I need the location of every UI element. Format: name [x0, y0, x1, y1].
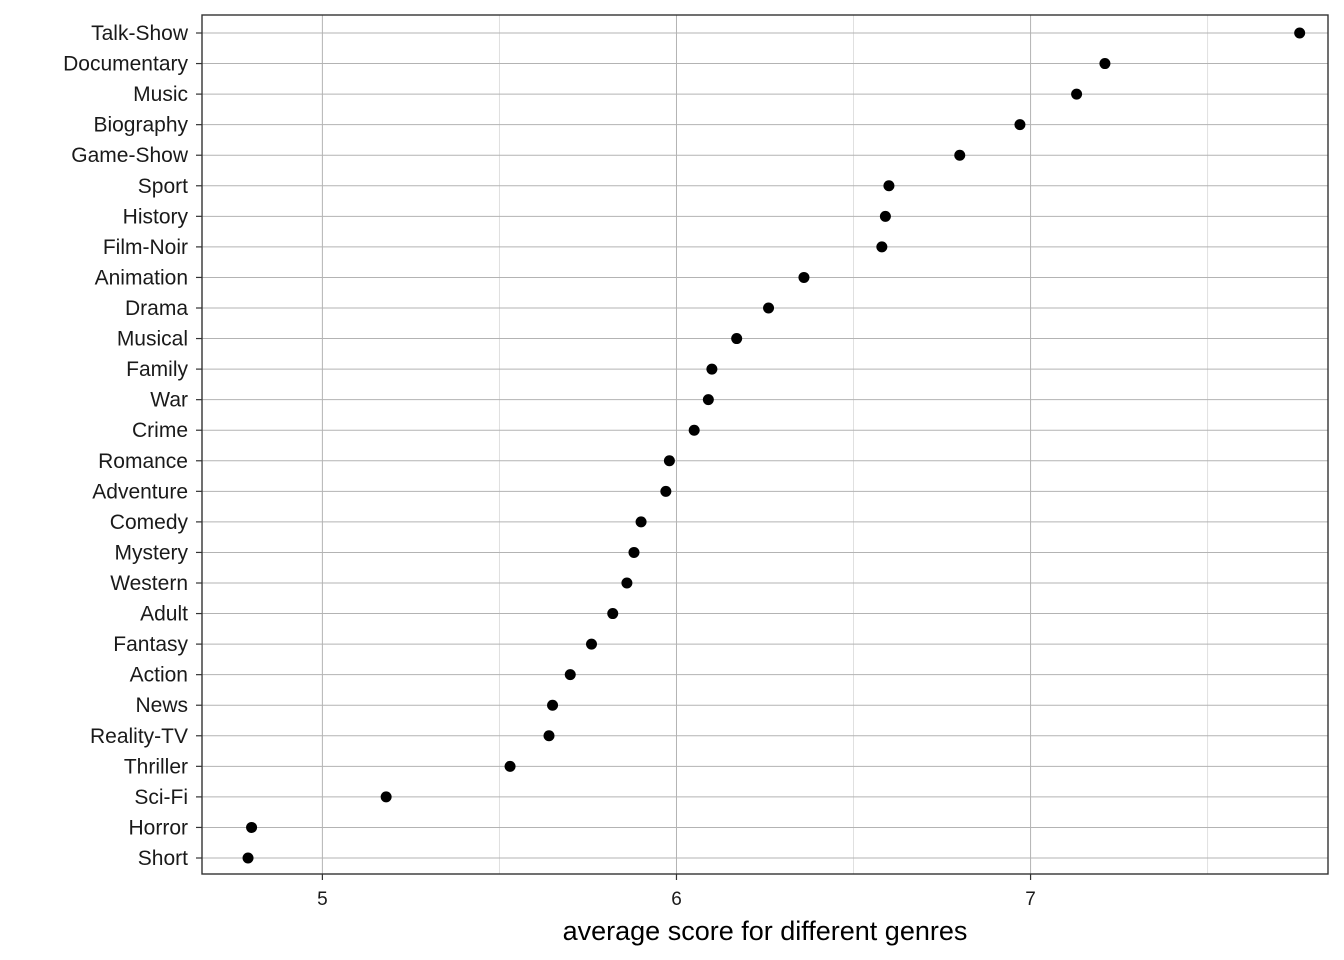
y-tick-label: News — [135, 694, 188, 717]
y-tick-label: Horror — [128, 816, 188, 839]
data-point — [798, 271, 810, 283]
data-point — [876, 241, 888, 253]
y-tick-label: Music — [133, 83, 188, 106]
y-tick-label: History — [123, 205, 189, 228]
minor-gridlines — [498, 15, 1209, 874]
data-point — [242, 852, 254, 864]
y-tick-label: War — [150, 389, 188, 412]
data-point — [543, 730, 555, 742]
y-axis: Talk-Show Documentary Music Biography Game-S… — [63, 22, 202, 870]
major-gridlines — [202, 15, 1328, 874]
data-point — [702, 394, 714, 406]
x-tick-label: 5 — [317, 889, 328, 910]
data-point — [883, 180, 895, 192]
data-point — [504, 760, 516, 772]
x-axis-title: average score for different genres — [563, 916, 968, 946]
y-tick-label: Thriller — [124, 755, 188, 778]
y-tick-label: Western — [110, 572, 188, 595]
y-tick-label: Reality-TV — [90, 725, 188, 748]
data-point — [688, 424, 700, 436]
y-tick-label: Crime — [132, 419, 188, 442]
y-tick-label: Sport — [138, 175, 188, 198]
y-tick-label: Film-Noir — [103, 236, 188, 259]
data-point — [706, 363, 718, 375]
data-point — [763, 302, 775, 314]
data-point — [1294, 27, 1306, 39]
data-point — [660, 485, 672, 497]
data-point — [607, 608, 619, 620]
y-tick-label: Game-Show — [71, 144, 189, 167]
y-tick-label: Biography — [93, 114, 188, 137]
data-point — [564, 669, 576, 681]
x-tick-label: 6 — [671, 889, 682, 910]
y-tick-label: Animation — [95, 266, 188, 289]
data-point — [731, 333, 743, 345]
y-tick-label: Musical — [117, 328, 188, 351]
data-point — [585, 638, 597, 650]
data-point — [547, 699, 559, 711]
data-point — [628, 546, 640, 558]
x-tick-label: 7 — [1025, 889, 1036, 910]
y-tick-label: Family — [126, 358, 188, 381]
data-point — [954, 149, 966, 161]
data-point — [663, 455, 675, 467]
y-tick-label: Action — [130, 664, 188, 687]
data-point — [879, 210, 891, 222]
data-point — [1099, 58, 1111, 70]
x-axis: 5 6 7 — [317, 874, 1036, 910]
y-tick-label: Comedy — [110, 511, 189, 534]
y-tick-label: Fantasy — [113, 633, 188, 656]
y-tick-label: Mystery — [115, 541, 189, 564]
y-tick-label: Documentary — [63, 53, 188, 76]
y-tick-label: Drama — [125, 297, 188, 320]
y-tick-label: Short — [138, 847, 188, 870]
data-point — [380, 791, 392, 803]
data-point — [621, 577, 633, 589]
y-tick-label: Talk-Show — [91, 22, 189, 45]
data-point — [246, 821, 258, 833]
data-points — [242, 27, 1306, 864]
data-point — [635, 516, 647, 528]
y-tick-label: Sci-Fi — [134, 786, 188, 809]
data-point — [1014, 119, 1026, 131]
y-tick-label: Adult — [140, 603, 188, 626]
data-point — [1071, 88, 1083, 100]
plot-panel-border — [201, 14, 1329, 875]
y-tick-label: Romance — [98, 450, 188, 473]
y-tick-label: Adventure — [92, 480, 188, 503]
